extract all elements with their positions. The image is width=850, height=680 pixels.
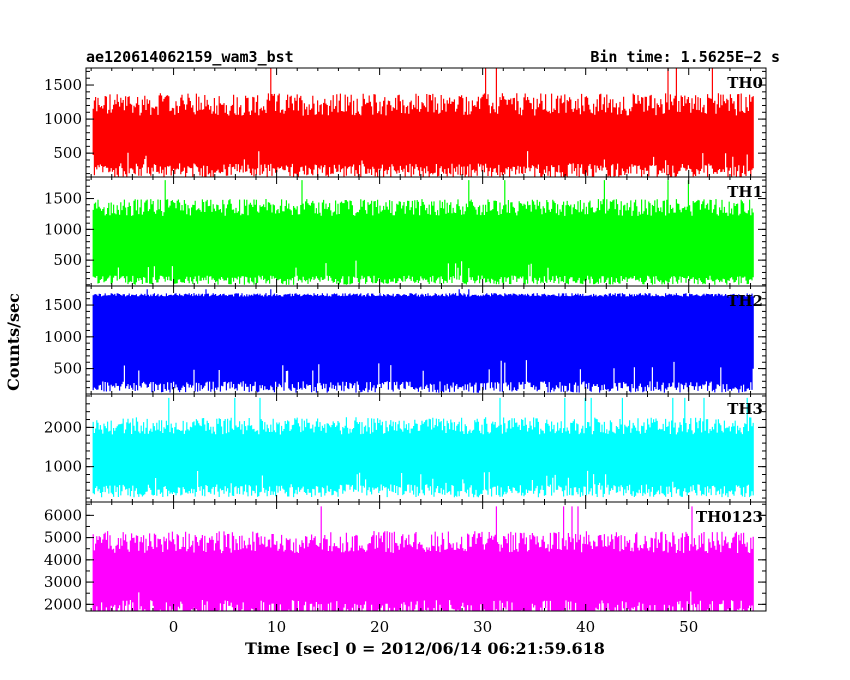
y-tick-label: 500 — [53, 144, 82, 162]
y-tick-label: 3000 — [44, 573, 82, 591]
x-axis: 0 10 20 30 40 50 — [169, 618, 698, 636]
panel-label: TH3 — [727, 400, 763, 418]
y-tick-label: 2000 — [44, 595, 82, 613]
y-tick-label: 1000 — [44, 110, 82, 128]
panel-label: TH0 — [727, 74, 763, 92]
y-tick-label: 2000 — [44, 418, 82, 436]
panel-label: TH2 — [727, 292, 763, 310]
series-th0-band — [92, 68, 754, 177]
x-tick-label: 20 — [370, 618, 389, 636]
panel-label: TH1 — [727, 183, 763, 201]
series-th1-band — [92, 180, 754, 285]
series-th3-band — [92, 397, 754, 498]
x-tick-label: 0 — [169, 618, 179, 636]
y-tick-label: 1000 — [44, 220, 82, 238]
y-axis-label: Counts/sec — [4, 293, 23, 391]
panel-th0: 500 1000 1500 TH0 — [44, 67, 767, 178]
y-tick-label: 6000 — [44, 506, 82, 524]
panel-th3: 1000 2000 TH3 — [44, 393, 767, 503]
series-th0123-band — [92, 506, 754, 611]
y-tick-label: 1500 — [44, 296, 82, 314]
x-tick-label: 40 — [576, 618, 595, 636]
y-tick-label: 1000 — [44, 328, 82, 346]
panel-label: TH0123 — [696, 508, 763, 526]
y-tick-label: 500 — [53, 251, 82, 269]
chart-subtitle: Bin time: 1.5625E−2 s — [590, 48, 780, 66]
y-tick-label: 1000 — [44, 458, 82, 476]
panel-frame — [85, 501, 767, 612]
x-tick-label: 30 — [473, 618, 492, 636]
y-tick-label: 4000 — [44, 551, 82, 569]
y-tick-label: 1500 — [44, 76, 82, 94]
panel-th1: 500 1000 1500 TH1 — [44, 176, 767, 287]
x-axis-label: Time [sec] 0 = 2012/06/14 06:21:59.618 — [245, 639, 605, 658]
y-tick-label: 1500 — [44, 190, 82, 208]
series-th2-band — [92, 289, 754, 393]
x-tick-label: 10 — [267, 618, 286, 636]
panels-group: 500 1000 1500 TH0 500 1000 1500 TH1 500 1000 1500 T… — [44, 67, 767, 613]
y-tick-label: 500 — [53, 360, 82, 378]
panel-th0123: 2000 3000 4000 5000 6000 TH0123 — [44, 501, 767, 613]
chart-title: ae120614062159_wam3_bst — [86, 48, 294, 66]
x-tick-label: 50 — [679, 618, 698, 636]
panel-th2: 500 1000 1500 TH2 — [44, 285, 767, 395]
y-tick-label: 5000 — [44, 529, 82, 547]
